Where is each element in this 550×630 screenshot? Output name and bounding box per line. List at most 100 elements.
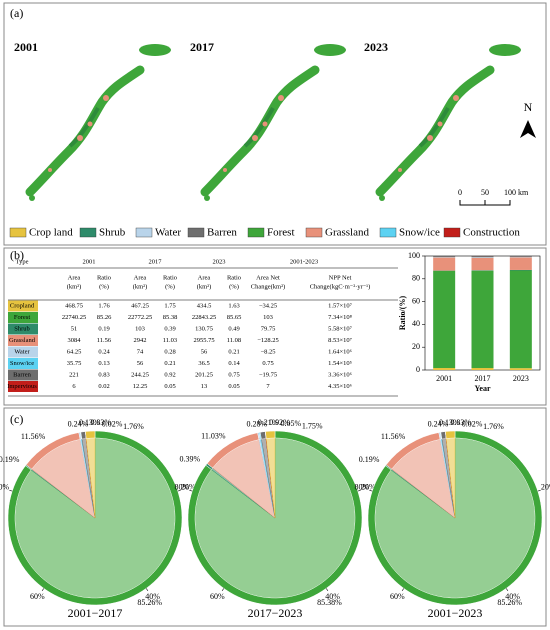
- table-cell: 3084: [68, 337, 82, 344]
- panel-label: (a): [10, 6, 23, 20]
- ring-tick: [145, 588, 149, 591]
- table-cell: 1.76: [98, 302, 110, 309]
- ring-tick-label: 60%: [210, 592, 225, 601]
- ring-tick: [537, 489, 541, 492]
- type-label: Grassland: [9, 337, 36, 344]
- table-subheader: (%): [99, 283, 109, 290]
- panel-c-frame: [3, 407, 547, 627]
- ring-tick: [177, 489, 181, 492]
- type-label: Snow/ice: [10, 360, 34, 367]
- segment-label: 1.75%: [302, 422, 323, 431]
- legend-label: Water: [155, 227, 181, 239]
- table-cell: 130.75: [195, 325, 213, 332]
- table-cell: 4.35×10⁶: [328, 383, 352, 390]
- y-tick-label: 0: [416, 365, 420, 374]
- table-cell: 434.5: [197, 302, 212, 309]
- bar-segment: [509, 270, 532, 369]
- table-cell: 12.25: [133, 383, 148, 390]
- type-label: Cropland: [10, 302, 35, 309]
- table-subheader: (km²): [67, 283, 82, 290]
- table-cell: 103: [135, 325, 145, 332]
- ring-tick: [221, 588, 225, 591]
- type-cell: [8, 300, 38, 312]
- segment-label: 11.56%: [381, 432, 406, 441]
- segment-label: 0.83%: [450, 418, 471, 427]
- scale-bar: [459, 200, 511, 206]
- table-cell: 0.05: [164, 383, 175, 390]
- legend-swatch: [247, 227, 265, 238]
- table-cell: 2942: [134, 337, 147, 344]
- y-tick-label: 20: [412, 342, 420, 351]
- table-cell: 5.58×10⁷: [328, 325, 352, 332]
- segment-label: 85.26%: [497, 598, 522, 607]
- segment-label: 0.39%: [180, 454, 201, 463]
- maps: [29, 44, 521, 201]
- segment-label: 0.24%: [68, 419, 89, 428]
- table-cell: 1.54×10⁵: [328, 360, 352, 367]
- ring-tick-label: 40%: [145, 592, 160, 601]
- table-cell: 0.19: [98, 325, 109, 332]
- map: [204, 44, 346, 201]
- table-cell: 11.03: [163, 337, 177, 344]
- panel-label: (b): [10, 248, 24, 262]
- type-label: Impervious: [7, 383, 37, 390]
- scale-label: 100 km: [504, 188, 529, 197]
- table-header: 2001: [83, 258, 96, 265]
- ring-tick-label: 20%: [541, 483, 550, 492]
- table-cell: 0.28: [164, 348, 175, 355]
- table-cell: 85.65: [227, 314, 242, 321]
- table-cell: 1.63: [228, 302, 239, 309]
- segment-label: 0.92%: [269, 418, 290, 427]
- table-subheader: Area Net: [256, 274, 280, 281]
- table-cell: 1.64×10⁶: [328, 348, 352, 355]
- panel-label: (c): [10, 412, 23, 426]
- x-tick-label: 2017: [475, 374, 491, 383]
- table-cell: 468.75: [65, 302, 83, 309]
- bar-segment: [471, 270, 494, 369]
- y-tick-label: 100: [408, 251, 420, 260]
- diagram-title: 2001−2023: [428, 606, 483, 620]
- table-subheader: Area: [134, 274, 147, 281]
- legend-label: Grassland: [325, 227, 369, 239]
- table-cell: 11.08: [227, 337, 241, 344]
- legend-swatch: [135, 227, 153, 238]
- legend-swatch: [379, 227, 397, 238]
- segment-label: 85.38%: [317, 598, 342, 607]
- table-cell: 0.14: [228, 360, 240, 367]
- ring-tick: [505, 588, 509, 591]
- table-cell: −19.75: [259, 371, 277, 378]
- segment-label: 0.24%: [428, 419, 449, 428]
- segment-label: 0.05%: [280, 419, 301, 428]
- bar-segment: [509, 368, 532, 370]
- table-cell: 8.53×10⁷: [328, 337, 352, 344]
- bar-segment: [433, 270, 456, 368]
- segment-label: 0.83%: [90, 418, 111, 427]
- table-cell: 64.25: [67, 348, 82, 355]
- type-cell: [8, 335, 38, 346]
- x-tick-label: 2023: [513, 374, 529, 383]
- north-label: N: [524, 100, 533, 114]
- type-label: Shrub: [14, 325, 30, 332]
- y-tick-label: 80: [412, 274, 420, 283]
- table-cell: 1.57×10⁷: [328, 302, 352, 309]
- bar-segment: [471, 256, 494, 258]
- table-header: Type: [16, 258, 29, 265]
- table-subheader: (%): [229, 283, 239, 290]
- table-cell: 22740.25: [62, 314, 86, 321]
- type-label: Barren: [13, 371, 31, 378]
- table-subheader: Change(km²): [251, 283, 285, 290]
- table-cell: 85.38: [163, 314, 178, 321]
- ring-segment: [265, 430, 276, 439]
- ring-tick: [325, 588, 329, 591]
- legend-label: Barren: [207, 227, 237, 239]
- table-cell: 7.34×10⁸: [328, 314, 353, 321]
- table-cell: 22772.25: [128, 314, 152, 321]
- table-cell: 0.02: [98, 383, 109, 390]
- segment-label: 0.19%: [359, 455, 380, 464]
- table-cell: 103: [263, 314, 273, 321]
- ring-tick-label: 40%: [325, 592, 340, 601]
- ring-tick-label: 20%: [361, 483, 376, 492]
- table-cell: −8.25: [260, 348, 275, 355]
